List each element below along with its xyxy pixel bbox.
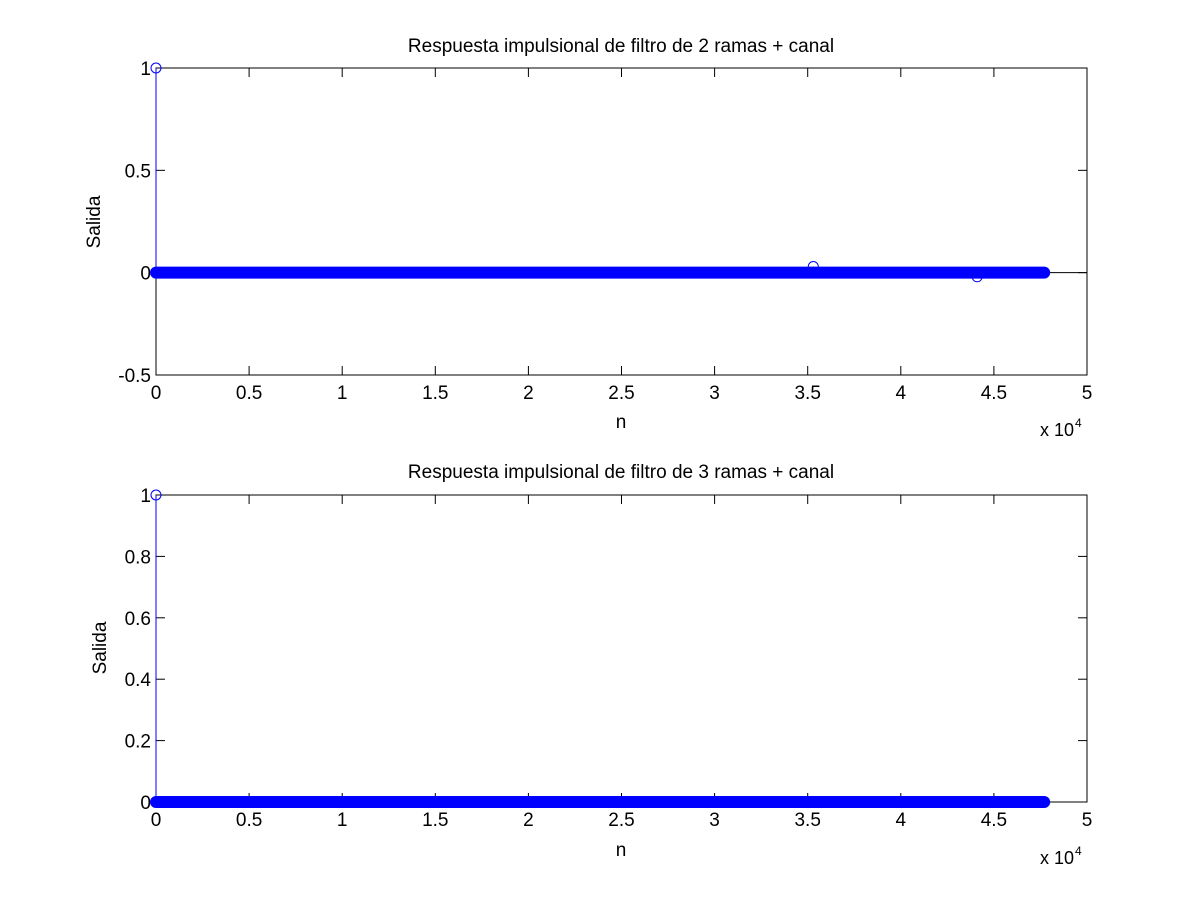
y-tick-label: 0.5 bbox=[125, 161, 151, 182]
x-tick-label: 3 bbox=[709, 383, 720, 404]
chart-top: Respuesta impulsional de filtro de 2 ram… bbox=[84, 36, 1092, 440]
y-axis-label: Salida bbox=[90, 621, 111, 674]
plot-area bbox=[155, 67, 1088, 376]
y-tick-label: 1 bbox=[140, 59, 151, 80]
x-tick-label: 3.5 bbox=[794, 383, 820, 404]
x-tick-label: 4 bbox=[896, 810, 907, 831]
y-tick-label: 0.8 bbox=[125, 547, 151, 568]
plot-area bbox=[155, 494, 1088, 803]
y-tick-label: 0.4 bbox=[125, 670, 152, 691]
stem-marker bbox=[971, 271, 983, 283]
x-tick-label: 5 bbox=[1082, 810, 1093, 831]
x-axis-multiplier-base: x 10 bbox=[1040, 848, 1074, 868]
x-axis-multiplier-base: x 10 bbox=[1040, 420, 1074, 440]
x-tick-label: 0.5 bbox=[236, 383, 262, 404]
stem-marker bbox=[150, 62, 162, 74]
x-tick-label: 1 bbox=[337, 383, 348, 404]
x-tick-label: 5 bbox=[1082, 383, 1093, 404]
y-tick-label: 0 bbox=[140, 793, 151, 814]
x-tick-label: 4.5 bbox=[981, 383, 1007, 404]
y-tick-label: 1 bbox=[140, 486, 151, 507]
y-tick-label: 0.2 bbox=[125, 732, 151, 753]
y-tick-label: 0 bbox=[140, 264, 151, 285]
y-tick-label: 0.6 bbox=[125, 609, 151, 630]
x-tick-label: 2.5 bbox=[608, 810, 634, 831]
x-axis-label: n bbox=[616, 840, 627, 861]
y-tick-label: -0.5 bbox=[118, 366, 151, 387]
x-tick-label: 1 bbox=[337, 810, 348, 831]
x-axis-multiplier-exponent: 4 bbox=[1075, 844, 1082, 858]
x-axis-multiplier: x 104 bbox=[1040, 416, 1082, 440]
stem-marker bbox=[150, 489, 162, 501]
x-tick-label: 3.5 bbox=[794, 810, 820, 831]
x-tick-label: 0.5 bbox=[236, 810, 262, 831]
x-tick-label: 0 bbox=[151, 383, 162, 404]
x-tick-label: 2 bbox=[523, 383, 534, 404]
x-tick-label: 4 bbox=[896, 383, 907, 404]
x-axis-multiplier: x 104 bbox=[1040, 844, 1082, 868]
x-tick-label: 2 bbox=[523, 810, 534, 831]
x-tick-label: 0 bbox=[151, 810, 162, 831]
x-tick-label: 4.5 bbox=[981, 810, 1007, 831]
x-tick-label: 1.5 bbox=[422, 383, 448, 404]
x-tick-label: 2.5 bbox=[608, 383, 634, 404]
x-axis-multiplier-exponent: 4 bbox=[1075, 416, 1082, 430]
y-axis-label: Salida bbox=[84, 195, 105, 248]
x-tick-label: 3 bbox=[709, 810, 720, 831]
chart-title: Respuesta impulsional de filtro de 3 ram… bbox=[408, 462, 834, 483]
x-axis-label: n bbox=[616, 412, 627, 433]
chart-bottom: Respuesta impulsional de filtro de 3 ram… bbox=[90, 462, 1092, 868]
stem-marker bbox=[807, 261, 819, 273]
x-tick-label: 1.5 bbox=[422, 810, 448, 831]
chart-title: Respuesta impulsional de filtro de 2 ram… bbox=[408, 36, 834, 57]
